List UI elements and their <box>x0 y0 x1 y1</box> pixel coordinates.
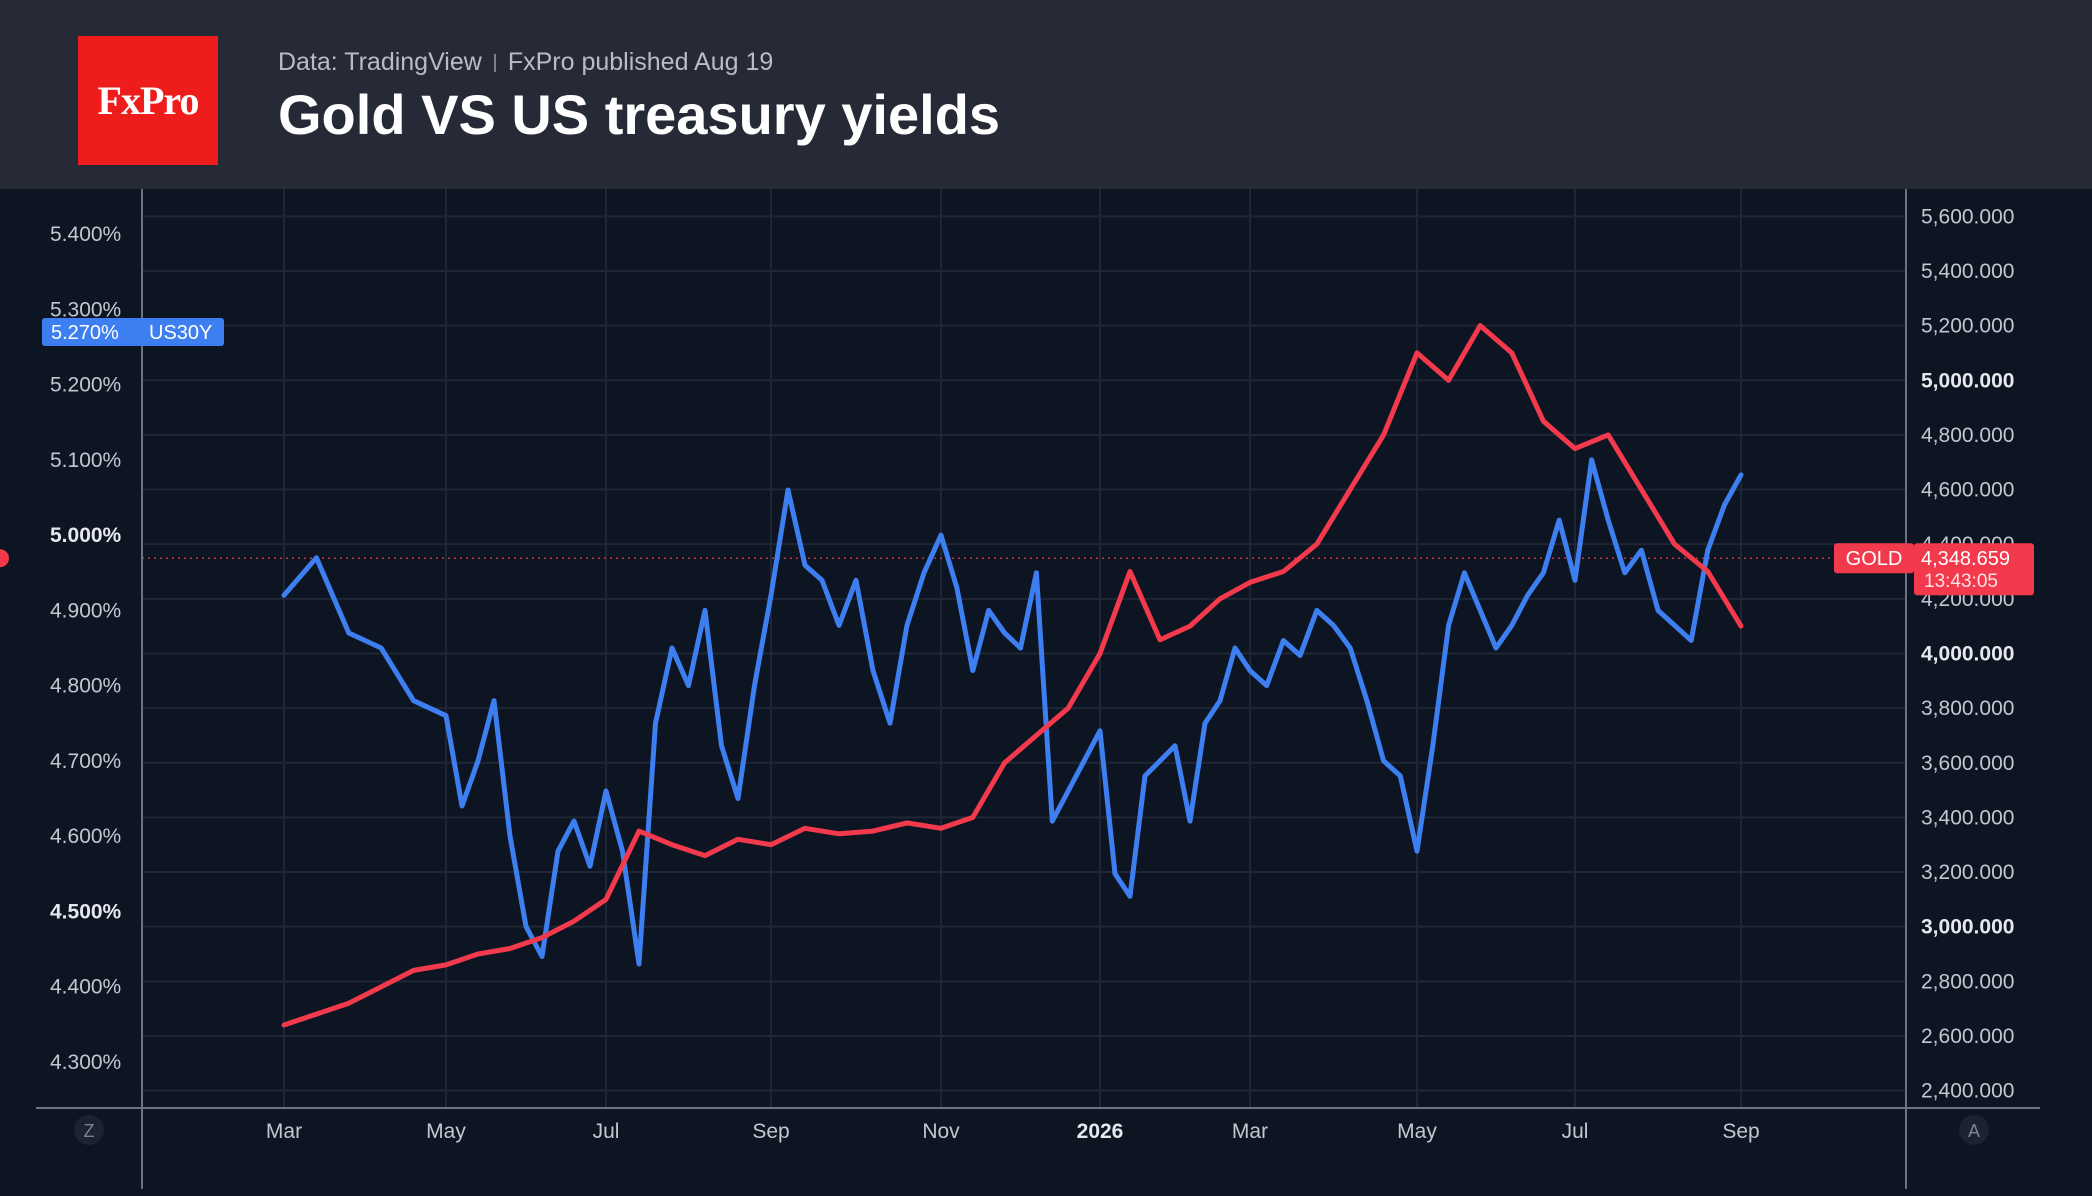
page-title: Gold VS US treasury yields <box>278 83 1001 146</box>
publisher: FxPro published Aug 19 <box>507 48 774 76</box>
x-tick-label-9: Sep <box>1722 1120 1759 1143</box>
right-tick-label-0: 2,400.000 <box>1921 1080 2014 1103</box>
x-tick-label-3: Sep <box>752 1120 789 1143</box>
gold-countdown: 13:43:05 <box>1924 571 1998 592</box>
right-tick-label-1: 2,600.000 <box>1921 1025 2014 1048</box>
series-line-gold <box>281 323 1744 1028</box>
corner-label-right: A <box>1968 1121 1980 1141</box>
gold-last-value: 4,348.659 <box>1921 548 2010 570</box>
series-layer <box>0 323 1906 1028</box>
source-line: Data: TradingView FxPro published Aug 19 <box>278 48 773 77</box>
separator <box>493 53 496 72</box>
x-tick-label-8: Jul <box>1562 1120 1589 1143</box>
left-tick-label-6: 4.900% <box>50 599 121 622</box>
gold-series-name: GOLD <box>1846 548 1903 570</box>
right-tick-label-13: 5,000.000 <box>1921 369 2014 392</box>
left-tick-label-3: 4.600% <box>50 825 121 848</box>
left-tick-label-7: 5.000% <box>50 524 122 547</box>
left-tick-label-2: 4.500% <box>50 900 122 923</box>
x-tick-label-1: May <box>426 1120 466 1143</box>
right-tick-label-4: 3,200.000 <box>1921 861 2014 884</box>
left-tick-label-1: 4.400% <box>50 976 121 999</box>
us30y-last-value: 5.270% <box>51 322 119 344</box>
x-axis-ticks: Mar May Jul Sep Nov 2026 Mar May Jul Sep Z A <box>74 1115 1989 1145</box>
left-tick-label-9: 5.200% <box>50 374 121 397</box>
right-tick-label-6: 3,600.000 <box>1921 752 2014 775</box>
right-tick-label-14: 5,200.000 <box>1921 315 2014 338</box>
fxpro-logo: FxPro <box>78 36 218 165</box>
right-tick-label-8: 4,000.000 <box>1921 642 2014 665</box>
left-tick-label-10: 5.300% <box>50 298 121 321</box>
corner-label-left: Z <box>84 1121 95 1141</box>
left-tick-label-8: 5.100% <box>50 449 121 472</box>
right-tick-label-3: 3,000.000 <box>1921 916 2014 939</box>
left-tick-label-11: 5.400% <box>50 223 121 246</box>
data-source: Data: TradingView <box>278 48 482 76</box>
right-tick-label-16: 5,600.000 <box>1921 205 2014 228</box>
x-tick-label-5: 2026 <box>1077 1120 1124 1143</box>
right-tick-label-15: 5,400.000 <box>1921 260 2014 283</box>
x-tick-label-4: Nov <box>922 1120 960 1143</box>
left-tick-label-0: 4.300% <box>50 1051 121 1074</box>
right-axis-ticks: 2,400.000 2,600.000 2,800.000 3,000.000 3,20… <box>1921 205 2014 1102</box>
gold-name-bg <box>1834 543 1914 574</box>
us30y-series-name: US30Y <box>149 322 212 344</box>
left-tick-label-5: 4.800% <box>50 675 121 698</box>
chart-area: 4.300% 4.400% 4.500% 4.600% 4.700% 4.800% 4.90… <box>0 189 2092 1196</box>
right-tick-label-7: 3,800.000 <box>1921 697 2014 720</box>
x-tick-label-7: May <box>1397 1120 1437 1143</box>
header: FxPro Data: TradingView FxPro published … <box>0 0 2092 189</box>
x-tick-label-0: Mar <box>266 1120 302 1143</box>
right-tick-label-2: 2,800.000 <box>1921 970 2014 993</box>
logo-text: FxPro <box>97 78 200 123</box>
axes <box>36 189 2040 1189</box>
right-tick-label-12: 4,800.000 <box>1921 424 2014 447</box>
gold-last-point <box>0 549 9 568</box>
us30y-label-bg <box>42 317 224 346</box>
right-tick-label-5: 3,400.000 <box>1921 806 2014 829</box>
corner-button-left <box>74 1115 104 1145</box>
chart-svg: 4.300% 4.400% 4.500% 4.600% 4.700% 4.800% 4.90… <box>0 189 2040 1189</box>
left-tick-label-4: 4.700% <box>50 750 121 773</box>
x-tick-label-2: Jul <box>593 1120 620 1143</box>
corner-button-right <box>1959 1115 1989 1145</box>
gold-value-bg <box>1914 543 2034 596</box>
x-tick-label-6: Mar <box>1232 1120 1268 1143</box>
series-line-us30y <box>281 457 1744 967</box>
left-axis-ticks: 4.300% 4.400% 4.500% 4.600% 4.700% 4.800% 4.90… <box>50 223 122 1074</box>
right-tick-label-11: 4,600.000 <box>1921 479 2014 502</box>
grid <box>142 189 1906 1107</box>
